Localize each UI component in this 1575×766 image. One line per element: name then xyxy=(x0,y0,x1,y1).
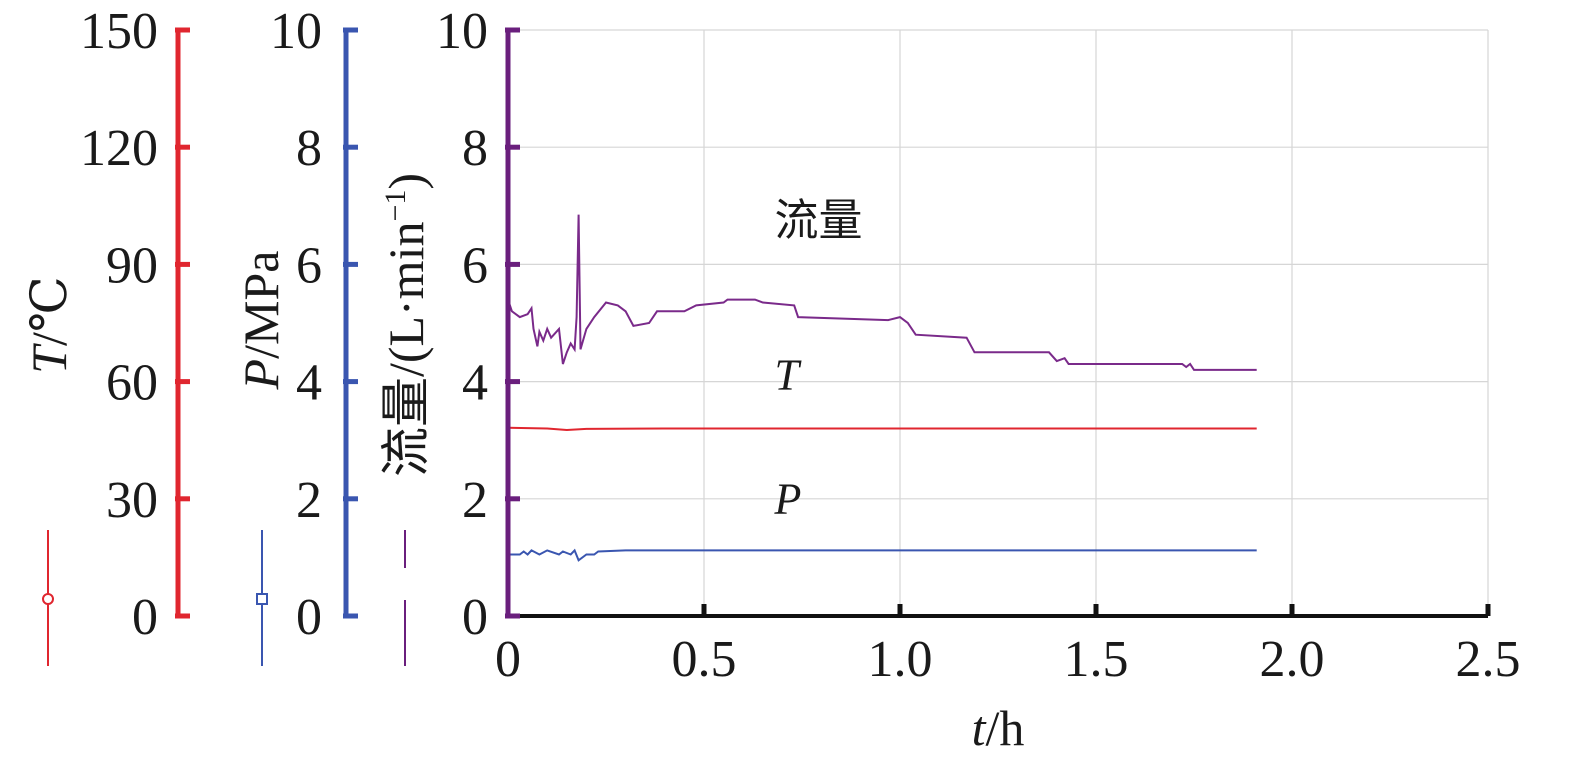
series-line-P xyxy=(508,548,1257,562)
y-tick-label-flow: 2 xyxy=(462,472,488,529)
y-axis-title-sup: −1 xyxy=(379,190,412,222)
y-axis-title-unit: /MPa xyxy=(233,251,289,359)
x-tick-label: 2.5 xyxy=(1456,631,1521,688)
y-tick-label-P: 0 xyxy=(296,589,322,646)
y-axis-title-unit: /℃ xyxy=(21,276,77,346)
y-tick-label-T: 0 xyxy=(132,589,158,646)
y-tick-label-P: 2 xyxy=(296,472,322,529)
x-axis-title: t/h xyxy=(972,700,1025,756)
series-label-flow: 流量 xyxy=(775,196,863,245)
y-tick-label-T: 60 xyxy=(106,355,158,412)
y-axis-title-T: T/℃ xyxy=(21,276,77,374)
y-tick-label-T: 30 xyxy=(106,472,158,529)
y-tick-label-flow: 0 xyxy=(462,589,488,646)
x-tick-label: 2.0 xyxy=(1260,631,1325,688)
x-tick-label: 0.5 xyxy=(672,631,737,688)
series-line-flow xyxy=(507,214,1257,371)
y-axis-title-P: P/MPa xyxy=(233,251,289,391)
y-tick-label-T: 150 xyxy=(80,3,158,60)
axes xyxy=(175,27,1491,619)
x-tick-label: 0 xyxy=(495,631,521,688)
series-line-T xyxy=(507,426,1257,432)
legend-marker-T xyxy=(42,593,54,605)
series-label-T: T xyxy=(775,350,803,399)
y-tick-label-T: 120 xyxy=(80,120,158,177)
y-tick-label-P: 10 xyxy=(270,3,322,60)
y-axis-title-close: ) xyxy=(378,173,434,190)
x-tick-label: 1.5 xyxy=(1064,631,1129,688)
x-axis-title-var: t xyxy=(972,700,987,756)
y-tick-label-flow: 8 xyxy=(462,120,488,177)
y-tick-label-flow: 6 xyxy=(462,237,488,294)
series-lines xyxy=(507,214,1257,562)
y-axis-title-flow: 流量/(L·min−1) xyxy=(378,173,434,477)
y-axis-title-var: T xyxy=(21,343,77,374)
y-tick-label-flow: 10 xyxy=(436,3,488,60)
series-label-P: P xyxy=(774,474,802,523)
y-axis-title-unit: 流量/(L·min xyxy=(378,222,434,478)
y-axis-title-var: P xyxy=(233,359,289,391)
grid xyxy=(507,29,1489,617)
y-tick-label-P: 6 xyxy=(296,237,322,294)
y-tick-label-P: 4 xyxy=(296,355,322,412)
x-axis-title-unit: /h xyxy=(986,700,1025,756)
y-tick-label-flow: 4 xyxy=(462,355,488,412)
y-tick-label-T: 90 xyxy=(106,237,158,294)
x-tick-label: 1.0 xyxy=(868,631,933,688)
y-tick-label-P: 8 xyxy=(296,120,322,177)
legend-marker-P xyxy=(256,593,268,605)
